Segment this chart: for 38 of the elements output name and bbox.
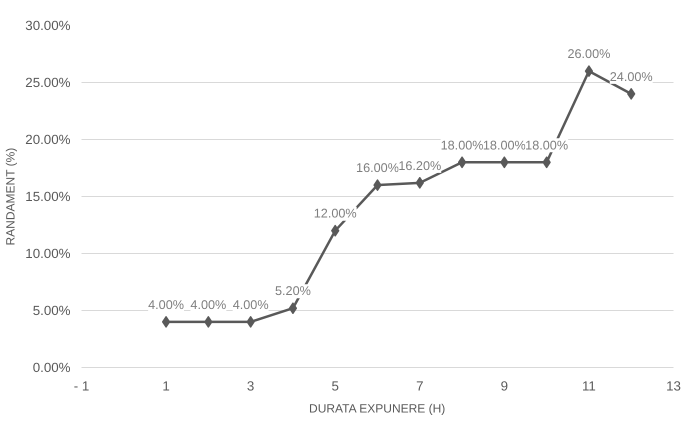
x-tick-label: 5	[332, 378, 339, 394]
data-label: 18.00%	[482, 138, 526, 152]
data-label: 4.00%	[190, 298, 226, 312]
x-axis-title: DURATA EXPUNERE (H)	[309, 402, 446, 416]
point	[458, 156, 466, 168]
point	[204, 316, 213, 328]
data-label: 4.00%	[232, 298, 269, 312]
y-tick-label: 20.00%	[25, 132, 71, 147]
data-label: 12.00%	[314, 206, 357, 221]
data-label: 4.00%	[148, 298, 184, 312]
x-tick-label: 3	[246, 378, 254, 394]
y-tick-label: 10.00%	[25, 246, 71, 261]
x-tick-label: - 1	[74, 378, 90, 394]
data-label: 16.20%	[398, 158, 442, 173]
y-tick-label: 25.00%	[25, 75, 71, 90]
data-label: 26.00%	[567, 47, 610, 62]
point	[373, 179, 382, 192]
data-label: 18.00%	[440, 138, 484, 152]
y-tick-label: 30.00%	[25, 18, 71, 33]
point	[584, 65, 594, 78]
y-tick-label: 0.00%	[32, 360, 71, 375]
data-label: 18.00%	[525, 138, 568, 152]
point	[542, 156, 551, 168]
x-tick-label: 9	[500, 378, 508, 394]
point	[162, 316, 170, 328]
y-tick-label: 15.00%	[25, 189, 71, 204]
y-tick-label: 5.00%	[32, 303, 71, 318]
x-tick-label: 1	[162, 378, 170, 394]
point	[246, 316, 255, 328]
x-tick-label: 7	[416, 378, 424, 394]
y-axis-title: RANDAMENT (%)	[3, 148, 18, 246]
x-tick-label: 13	[666, 378, 681, 394]
x-tick-label: 11	[582, 378, 596, 394]
data-label: 5.20%	[274, 284, 311, 298]
point	[288, 302, 298, 314]
point	[500, 156, 509, 168]
data-label: 24.00%	[610, 70, 653, 84]
data-label: 16.00%	[356, 161, 399, 176]
